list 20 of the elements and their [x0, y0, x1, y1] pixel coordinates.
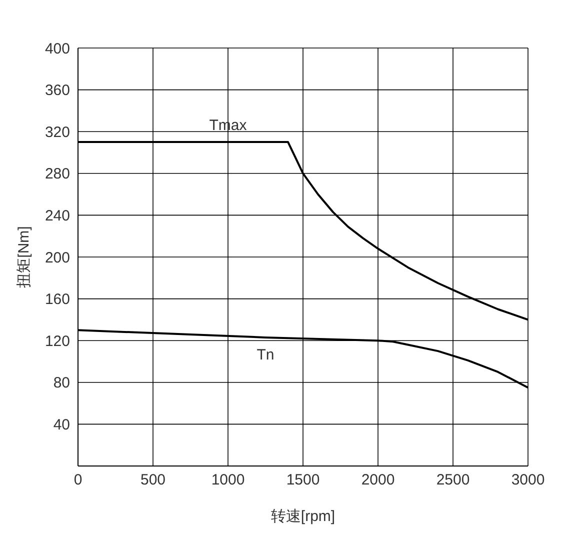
y-tick-label: 360: [44, 82, 70, 100]
x-tick-label: 0: [74, 472, 82, 489]
x-tick-label: 1500: [286, 472, 320, 489]
x-tick-label: 1000: [211, 472, 245, 489]
x-tick-label: 2500: [436, 472, 470, 489]
y-tick-label: 400: [44, 40, 70, 58]
x-tick-label: 500: [140, 472, 166, 489]
y-tick-label: 240: [44, 208, 70, 225]
y-tick-label: 320: [44, 124, 70, 141]
y-tick-label: 80: [53, 374, 70, 392]
y-tick-label: 40: [53, 416, 70, 434]
x-tick-label: 3000: [511, 472, 545, 489]
y-tick-label: 200: [44, 249, 70, 266]
series-label: Tn: [256, 346, 274, 364]
y-tick-label: 160: [44, 291, 70, 308]
x-axis-title: 转速[rpm]: [270, 508, 336, 525]
y-tick-label: 280: [44, 166, 70, 183]
x-tick-label: 2000: [361, 472, 395, 489]
y-tick-label: 120: [44, 332, 70, 350]
y-axis-title: 扭矩[Nm]: [15, 226, 32, 288]
